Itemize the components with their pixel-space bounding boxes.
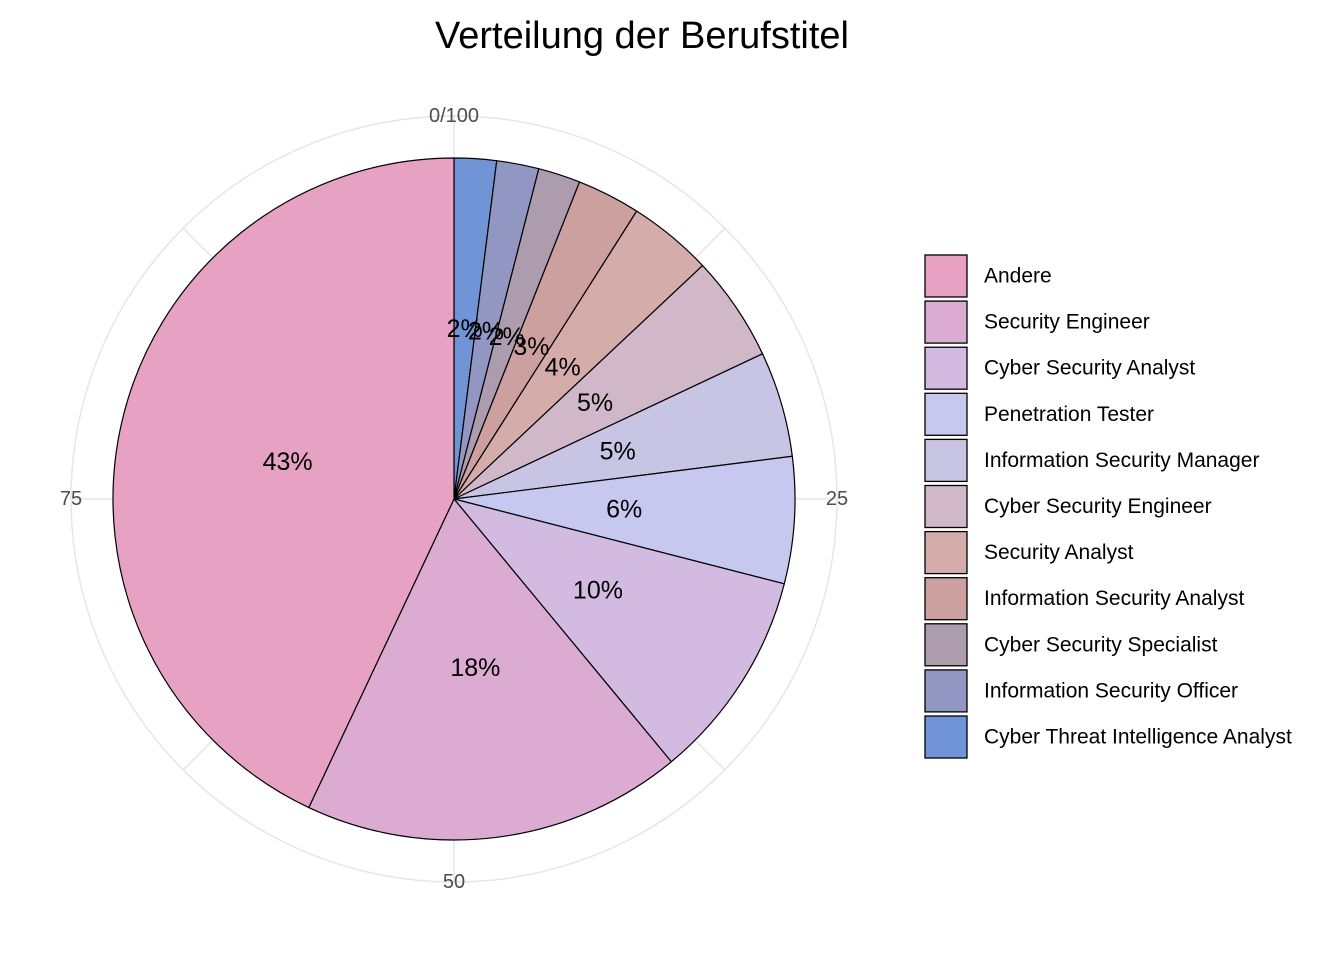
slice-andere [112, 157, 455, 809]
legend-label-cyber-security-engineer: Cyber Security Engineer [984, 495, 1212, 518]
slice-security-engineer [308, 498, 672, 841]
slice-labels: 2%2%2%3%4%5%5%6%10%18%43% [263, 315, 643, 682]
chart-title: Verteilung der Berufstitel [435, 15, 849, 57]
slice-label-cyber-threat-intelligence-analyst: 2% [447, 315, 483, 343]
slice-label-security-analyst: 4% [545, 354, 581, 382]
slice-label-andere: 43% [263, 448, 313, 476]
legend-key-cyber-threat-intelligence-analyst [924, 715, 968, 759]
legend-label-cyber-security-specialist: Cyber Security Specialist [984, 633, 1218, 656]
axis-tick-75: 75 [60, 488, 82, 510]
legend-label-security-engineer: Security Engineer [984, 311, 1150, 334]
slice-label-cyber-security-analyst: 10% [573, 576, 623, 604]
legend: Andere Security Engineer Cyber Security An… [924, 254, 1292, 759]
pie-slices [112, 157, 796, 841]
legend-label-andere: Andere [984, 265, 1052, 288]
legend-label-information-security-officer: Information Security Officer [984, 679, 1238, 702]
slice-label-penetration-tester: 6% [606, 496, 642, 524]
legend-label-security-analyst: Security Analyst [984, 541, 1134, 564]
legend-key-penetration-tester [924, 392, 968, 436]
legend-key-information-security-analyst [924, 577, 968, 621]
legend-key-cyber-security-analyst [924, 346, 968, 390]
slice-label-information-security-manager: 5% [600, 437, 636, 465]
legend-key-information-security-manager [924, 438, 968, 483]
legend-key-cyber-security-engineer [924, 484, 968, 529]
slice-penetration-tester [453, 455, 796, 585]
legend-key-cyber-security-specialist [924, 623, 968, 667]
legend-label-cyber-threat-intelligence-analyst: Cyber Threat Intelligence Analyst [984, 726, 1292, 749]
legend-label-penetration-tester: Penetration Tester [984, 403, 1154, 426]
legend-key-information-security-officer [924, 669, 968, 713]
legend-label-information-security-manager: Information Security Manager [984, 449, 1259, 472]
axis-tick-50: 50 [443, 871, 465, 893]
legend-label-cyber-security-analyst: Cyber Security Analyst [984, 357, 1195, 380]
slice-label-cyber-security-engineer: 5% [577, 389, 613, 417]
slice-cyber-security-analyst [453, 498, 785, 763]
legend-key-security-analyst [924, 530, 968, 575]
slice-label-information-security-officer: 2% [468, 318, 504, 346]
slice-label-information-security-analyst: 3% [513, 333, 549, 361]
legend-key-security-engineer [924, 300, 968, 344]
axis-tick-0: 0/100 [429, 105, 479, 127]
legend-key-andere [924, 254, 968, 298]
slice-label-cyber-security-specialist: 2% [489, 323, 525, 351]
slice-label-security-engineer: 18% [450, 654, 500, 682]
angular-axis-ticks: 0/100 25 50 75 [60, 105, 848, 893]
legend-label-information-security-analyst: Information Security Analyst [984, 587, 1244, 610]
axis-tick-25: 25 [826, 488, 848, 510]
